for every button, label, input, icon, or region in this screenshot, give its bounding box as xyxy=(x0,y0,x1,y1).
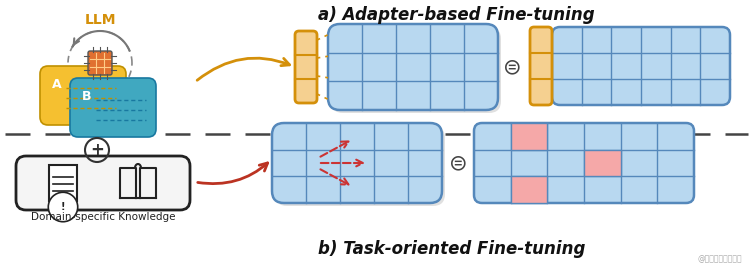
Bar xyxy=(511,176,548,203)
FancyBboxPatch shape xyxy=(88,51,112,75)
FancyBboxPatch shape xyxy=(275,126,445,206)
Text: B: B xyxy=(82,90,92,103)
Text: a) Adapter-based Fine-tuning: a) Adapter-based Fine-tuning xyxy=(318,6,595,24)
Text: ⊜: ⊜ xyxy=(503,57,521,77)
FancyBboxPatch shape xyxy=(70,78,156,137)
Text: A: A xyxy=(52,78,62,91)
Bar xyxy=(584,150,621,176)
FancyBboxPatch shape xyxy=(16,156,190,210)
Text: +: + xyxy=(90,141,104,159)
Text: Domain-specific Knowledge: Domain-specific Knowledge xyxy=(31,212,176,222)
Text: ⊜: ⊜ xyxy=(448,153,467,173)
FancyBboxPatch shape xyxy=(331,27,501,113)
Text: b) Task-oriented Fine-tuning: b) Task-oriented Fine-tuning xyxy=(318,240,585,258)
FancyBboxPatch shape xyxy=(272,123,442,203)
Text: !: ! xyxy=(61,202,65,212)
FancyBboxPatch shape xyxy=(295,31,317,103)
FancyBboxPatch shape xyxy=(40,66,126,125)
Bar xyxy=(511,123,548,150)
FancyBboxPatch shape xyxy=(49,165,77,201)
Text: LLM: LLM xyxy=(84,13,116,27)
FancyBboxPatch shape xyxy=(474,123,694,203)
FancyBboxPatch shape xyxy=(328,24,498,110)
Text: @稀土掘金技术社区: @稀土掘金技术社区 xyxy=(698,254,742,263)
FancyBboxPatch shape xyxy=(552,27,730,105)
FancyBboxPatch shape xyxy=(530,27,552,105)
